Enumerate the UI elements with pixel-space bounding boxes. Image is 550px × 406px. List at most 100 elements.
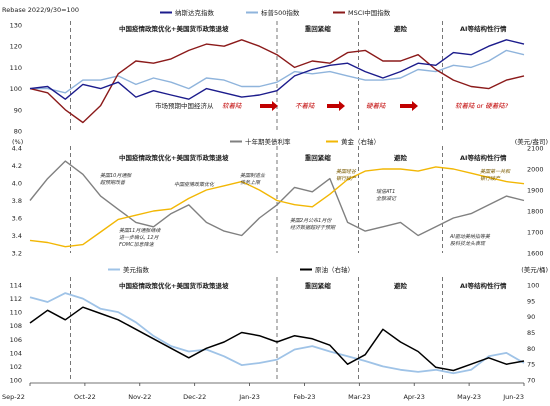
- panel2-left-unit: (%): [12, 138, 23, 146]
- panel2-note-5-line1: 瑞信AT1: [376, 188, 395, 195]
- panel3-ytick-right-tick-70: 70: [527, 377, 535, 385]
- panel3-xtick-Apr-23: Apr-23: [403, 393, 424, 401]
- panel2-regime-label-risk-off: 避险: [393, 153, 408, 162]
- panel1-arrow-2: [327, 101, 345, 111]
- panel1-rebase-label: Rebase 2022/9/30=100: [2, 6, 79, 14]
- panel2-note-4-line2: 银行破产: [336, 175, 357, 182]
- panel2-note-7-line1: 美国11月通胀继续: [119, 227, 161, 234]
- panel1-regime-label-risk-off: 避险: [393, 24, 408, 33]
- panel3-ytick-right-tick-90: 90: [527, 313, 535, 321]
- panel1-ytick-tick-110: 110: [10, 64, 22, 72]
- panel1-legend-sp500-label: 标普500指数: [261, 8, 300, 17]
- panel2-note-7-line2: 进一步确认, 12月: [119, 234, 160, 241]
- panel1-arrow-3: [400, 101, 418, 111]
- panel3-xtick-Sep-22: Sep-22: [2, 393, 25, 401]
- panel2-note-6-line1: 美国第一共和: [480, 168, 511, 175]
- panel3-ytick-right-tick-95: 95: [527, 297, 535, 305]
- panel2-ytick-right-tick-1900: 1900: [527, 187, 544, 195]
- panel1-regime-label-tightening: 重回紧缩: [305, 24, 332, 33]
- panel2-note-6-line2: 银行破产: [480, 175, 501, 182]
- panel2-ytick-left-tick-4: 4.0: [12, 180, 22, 188]
- panel3-ytick-right-tick-80: 80: [527, 345, 535, 353]
- panel2-note-8-line2: 经济数据超好于预期: [290, 224, 336, 231]
- panel2-series-gold: [29, 166, 525, 248]
- panel2-note-7-line3: FOMC加息降速: [119, 241, 155, 248]
- panel1-expectation-hard-landing: 硬着陆: [366, 102, 386, 110]
- panel3-regime-label-policy: 中国疫情政策优化+美国货币政策退坡: [119, 281, 229, 290]
- panel3-xtick-Jun-23: Jun-23: [502, 393, 524, 401]
- panel2-note-1-line1: 美国10月通胀: [100, 172, 132, 179]
- panel2-ytick-right-tick-1800: 1800: [527, 208, 544, 216]
- panel2-legend-ust10y-label: 十年期美债利率: [245, 137, 291, 146]
- panel1-ytick-tick-100: 100: [10, 85, 22, 93]
- panel2-note-9-line2: 股科技龙头表现: [450, 240, 486, 247]
- panel3-ytick-left-tick-102: 102: [10, 363, 22, 371]
- panel3-ytick-right-tick-100: 100: [527, 282, 539, 290]
- panel3-ytick-right-tick-75: 75: [527, 361, 535, 369]
- panel1-series-sp500: [30, 49, 525, 94]
- panel1-expectation-soft-landing: 软着陆: [222, 102, 242, 110]
- panel1-regime-label-policy: 中国疫情政策优化+美国货币政策退坡: [119, 24, 229, 33]
- panel3-xtick-May-23: May-23: [457, 393, 481, 401]
- panel2-note-4-line1: 美国硅谷: [336, 168, 357, 175]
- panel1-series-nasdaq: [29, 39, 525, 100]
- panel3-ytick-left-tick-108: 108: [10, 322, 22, 330]
- panel3-xtick-Mar-23: Mar-23: [348, 393, 370, 401]
- panel2-note-5-line2: 全额减记: [376, 195, 397, 202]
- panel1-regime-label-ai: AI等结构性行情: [460, 24, 507, 33]
- panel2-note-8-line1: 美国2月公布1月份: [290, 217, 332, 224]
- panel1-arrow-1: [260, 101, 278, 111]
- panel3-ytick-right-tick-85: 85: [527, 329, 535, 337]
- panel3-regime-label-risk-off: 避险: [393, 281, 408, 290]
- panel2-ytick-left-tick-3.4: 3.4: [12, 232, 22, 240]
- panel2-regime-label-ai: AI等结构性行情: [460, 153, 507, 162]
- panel2-note-2-line1: 中国疫情政策优化: [174, 181, 215, 188]
- panel1-expectation-no-landing: 不着陆: [295, 102, 315, 110]
- panel2-ytick-right-tick-1700: 1700: [527, 229, 544, 237]
- panel2-ytick-left-tick-3.6: 3.6: [12, 215, 22, 223]
- panel2-series-ust10y: [29, 160, 525, 237]
- panel3-regime-label-tightening: 重回紧缩: [305, 281, 332, 290]
- panel2-regime-label-tightening: 重回紧缩: [305, 153, 332, 162]
- panel3-ytick-left-tick-110: 110: [10, 309, 22, 317]
- panel2-ytick-right-tick-1600: 1600: [527, 250, 544, 258]
- panel2-note-3-line2: 债务上限: [240, 179, 261, 186]
- panel3-series-oil: [29, 306, 525, 372]
- panel1-ytick-tick-130: 130: [10, 22, 22, 30]
- panel2-ytick-right-tick-2000: 2000: [527, 166, 544, 174]
- panel3-legend-dxy-label: 美元指数: [123, 265, 150, 274]
- panel3-ytick-left-tick-112: 112: [10, 295, 22, 303]
- panel1-ytick-tick-90: 90: [14, 106, 22, 114]
- panel3-right-unit: (美元/桶): [521, 265, 548, 274]
- panel2-ytick-left-tick-4.2: 4.2: [12, 162, 22, 170]
- panel2-right-unit: (美元/盎司): [515, 137, 548, 146]
- panel2-note-1-line2: 超预期改善: [100, 179, 126, 186]
- panel3-ytick-left-tick-114: 114: [10, 282, 22, 290]
- panel2-ytick-right-tick-2100: 2100: [527, 145, 544, 153]
- panel2-regime-label-policy: 中国疫情政策优化+美国货币政策退坡: [119, 153, 229, 162]
- panel3-ytick-left-tick-104: 104: [10, 349, 22, 357]
- panel3-xtick-Dec-22: Dec-22: [183, 393, 206, 401]
- panel1-expectation-prefix: 市场预期中国经济从: [155, 101, 214, 110]
- panel1-legend-nasdaq-label: 纳斯达克指数: [175, 8, 215, 17]
- panel3-xtick-Nov-22: Nov-22: [128, 393, 151, 401]
- panel2-ytick-left-tick-3.8: 3.8: [12, 197, 22, 205]
- panel1-expectation-question: 软着陆 or 硬着陆?: [455, 102, 509, 110]
- panel1-ytick-tick-120: 120: [10, 43, 22, 51]
- panel3-regime-label-ai: AI等结构性行情: [460, 281, 507, 290]
- panel2-note-9-line1: AI驱动美纳指等美: [449, 233, 491, 240]
- panel2-note-3-line1: 美国制造业: [240, 172, 266, 179]
- panel3-ytick-left-tick-106: 106: [10, 336, 22, 344]
- panel3-xtick-Feb-23: Feb-23: [293, 393, 315, 401]
- panel2-legend-gold-label: 黄金（右轴）: [341, 137, 380, 146]
- panel1-legend-msci-china-label: MSCI中国指数: [348, 8, 391, 17]
- panel3-xtick-Jan-23: Jan-23: [238, 393, 260, 401]
- panel2-ytick-left-tick-3.2: 3.2: [12, 250, 22, 258]
- panel3-ytick-left-tick-100: 100: [10, 377, 22, 385]
- panel3-legend-oil-label: 原油（右轴）: [315, 265, 354, 274]
- panel2-ytick-left-tick-4.4: 4.4: [12, 145, 22, 153]
- panel1-ytick-tick-80: 80: [14, 128, 22, 136]
- panel3-series-dxy: [29, 292, 525, 375]
- panel3-xtick-Oct-22: Oct-22: [74, 393, 96, 401]
